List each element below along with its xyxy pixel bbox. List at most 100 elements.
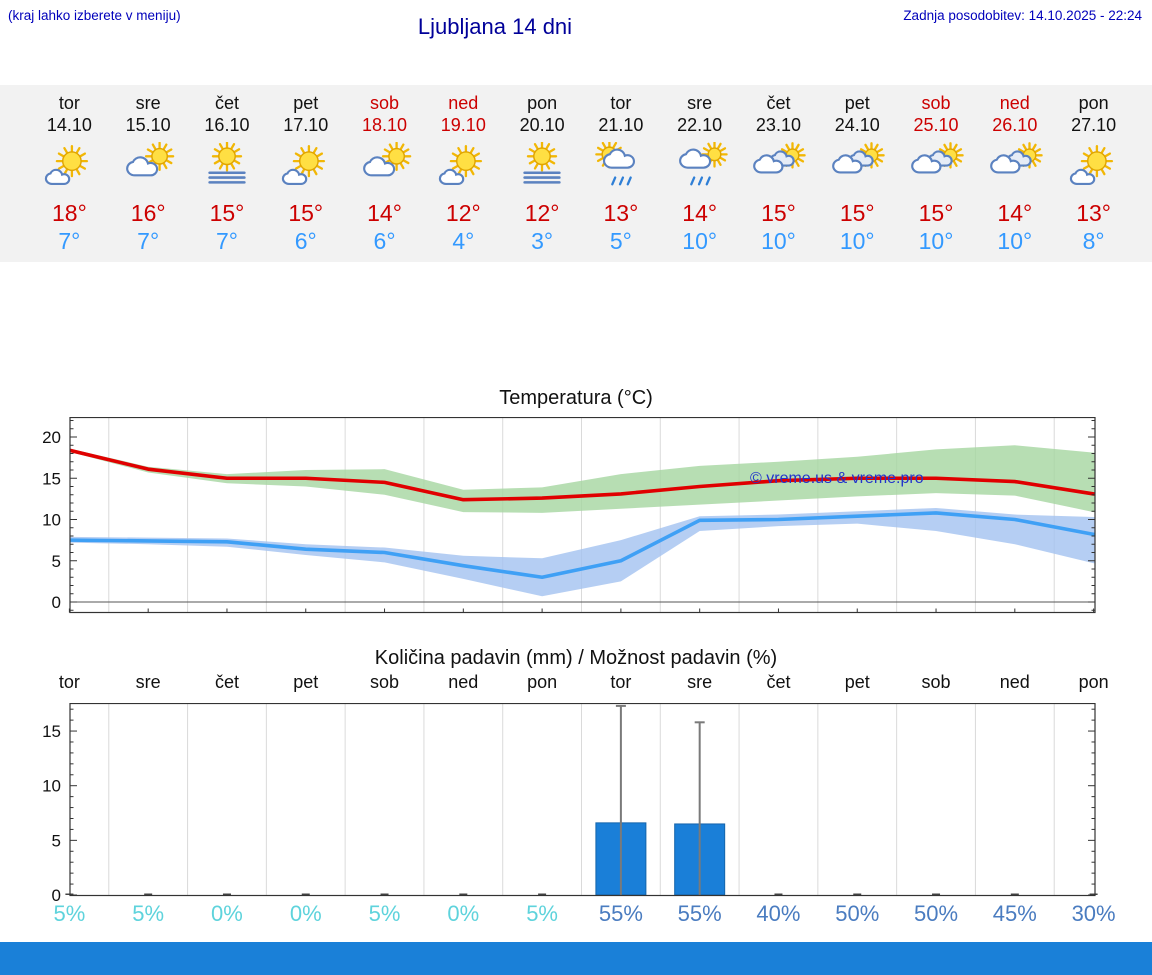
forecast-date: 21.10 xyxy=(598,115,644,135)
sun-shape xyxy=(1080,144,1113,178)
forecast-icon-wrap xyxy=(266,142,345,190)
forecast-icon-wrap xyxy=(345,141,424,190)
precip-percent-value: 55% xyxy=(598,901,643,926)
sun-cloud-icon xyxy=(439,144,483,185)
forecast-icon-wrap xyxy=(424,142,503,190)
forecast-day-name: ned xyxy=(999,93,1030,113)
forecast-column: ned 26.10 14° 10° xyxy=(975,92,1054,254)
precip-day-label: sob xyxy=(370,672,400,692)
precip-day-label: ned xyxy=(999,672,1030,692)
forecast-date: 23.10 xyxy=(755,115,801,135)
cloudy-icon xyxy=(911,142,964,174)
cloudy-icon xyxy=(989,142,1043,174)
forecast-columns: tor 14.10 18° 7° sre 15.10 16° 7° čet 16.10 15° 7° p… xyxy=(30,92,1133,254)
fog-sun-icon xyxy=(523,141,561,184)
precip-day-label: sob xyxy=(921,672,951,692)
forecast-low-temp: 10° xyxy=(839,228,875,254)
forecast-low-temp: 6° xyxy=(373,228,396,254)
sun-shape xyxy=(450,144,483,178)
forecast-high-temp: 16° xyxy=(130,200,166,226)
precip-percent-value: 50% xyxy=(835,901,880,926)
cloud-sun-icon xyxy=(362,141,411,177)
cloudy-icon xyxy=(753,142,807,174)
page-title: Ljubljana 14 dni xyxy=(417,14,573,39)
forecast-high-temp: 15° xyxy=(209,200,245,226)
forecast-low-temp: 10° xyxy=(761,228,796,254)
precip-day-label: tor xyxy=(610,672,632,692)
temperature-chart-title: Temperatura (°C) xyxy=(499,387,653,409)
temp-ytick-label: 15 xyxy=(42,469,61,488)
forecast-low-temp: 3° xyxy=(531,228,554,254)
sun-shape xyxy=(526,141,558,172)
forecast-icon-wrap xyxy=(503,141,582,190)
menu-hint-text: (kraj lahko izberete v meniju) xyxy=(8,8,181,23)
forecast-icon-wrap xyxy=(109,141,188,190)
forecast-high-temp: 15° xyxy=(761,200,796,226)
sun-shape xyxy=(211,141,243,172)
forecast-date: 14.10 xyxy=(46,115,92,135)
forecast-day-name: sob xyxy=(370,93,400,113)
forecast-high-temp: 18° xyxy=(52,200,87,226)
forecast-icon-wrap xyxy=(975,142,1054,190)
sun-cloud-icon xyxy=(1069,144,1113,185)
precip-percent-value: 5% xyxy=(368,901,401,926)
forecast-date: 17.10 xyxy=(283,115,329,135)
fog-sun-icon xyxy=(208,141,246,184)
precip-percent-value: 30% xyxy=(1071,901,1116,926)
forecast-column: ned 19.10 12° 4° xyxy=(424,92,503,254)
high-temp-line xyxy=(70,448,1095,502)
forecast-low-temp: 8° xyxy=(1082,228,1105,254)
precip-day-label: čet xyxy=(766,672,791,692)
precip-percent-value: 0% xyxy=(447,901,480,926)
forecast-high-temp: 14° xyxy=(367,200,402,226)
forecast-day-name: sre xyxy=(687,93,713,113)
forecast-column: tor 21.10 13° 5° xyxy=(581,92,660,254)
forecast-low-temp: 7° xyxy=(137,228,160,254)
precip-percent-labels: 5% 5% 0% 0% 5% 0% 5% 55% 55% 40% 50% 50% 45% 30% xyxy=(30,901,1133,927)
high-temp-range xyxy=(70,445,1095,513)
precip-percent-value: 45% xyxy=(992,901,1037,926)
sun-cloud-icon xyxy=(45,144,89,185)
forecast-column: pet 17.10 15° 6° xyxy=(266,92,345,254)
forecast-column: čet 16.10 15° 7° xyxy=(188,92,267,254)
forecast-day-name: pet xyxy=(844,93,870,113)
precip-day-label: pon xyxy=(527,672,558,692)
forecast-date: 26.10 xyxy=(992,115,1038,135)
watermark-text: © vreme.us & vreme.pro xyxy=(750,470,924,487)
precip-percent-value: 50% xyxy=(914,901,959,926)
forecast-low-temp: 4° xyxy=(452,228,475,254)
forecast-column: tor 14.10 18° 7° xyxy=(30,92,109,254)
forecast-column: čet 23.10 15° 10° xyxy=(739,92,818,254)
forecast-high-temp: 13° xyxy=(603,200,639,226)
forecast-icon-wrap xyxy=(581,140,660,190)
sun-shape xyxy=(292,144,325,178)
forecast-high-temp: 15° xyxy=(839,200,875,226)
forecast-day-name: sre xyxy=(135,93,161,113)
forecast-date: 24.10 xyxy=(834,115,880,135)
forecast-day-name: čet xyxy=(766,93,791,113)
forecast-day-name: tor xyxy=(610,93,632,113)
forecast-day-name: ned xyxy=(448,93,479,113)
precip-percent-value: 0% xyxy=(211,901,243,926)
forecast-high-temp: 12° xyxy=(524,200,560,226)
forecast-low-temp: 7° xyxy=(215,228,238,254)
precip-percent-value: 0% xyxy=(289,901,322,926)
forecast-icon-wrap xyxy=(897,142,976,190)
forecast-column: pon 20.10 12° 3° xyxy=(503,92,582,254)
forecast-low-temp: 7° xyxy=(58,228,81,254)
forecast-low-temp: 5° xyxy=(609,228,632,254)
forecast-date: 16.10 xyxy=(204,115,250,135)
forecast-date: 19.10 xyxy=(440,115,486,135)
precip-percent-value: 40% xyxy=(756,901,801,926)
precip-percent-value: 5% xyxy=(53,901,86,926)
precipitation-chart-title: Količina padavin (mm) / Možnost padavin … xyxy=(374,647,778,669)
last-update-text: Zadnja posodobitev: 14.10.2025 - 22:24 xyxy=(903,8,1142,23)
precip-day-label: čet xyxy=(214,672,239,692)
sun-shape xyxy=(145,141,175,171)
rain-cloud-icon xyxy=(678,141,728,186)
forecast-high-temp: 14° xyxy=(997,200,1033,226)
precip-day-label: pet xyxy=(844,672,870,692)
forecast-low-temp: 10° xyxy=(997,228,1033,254)
forecast-day-name: tor xyxy=(58,93,80,113)
forecast-icon-wrap xyxy=(1054,142,1133,190)
